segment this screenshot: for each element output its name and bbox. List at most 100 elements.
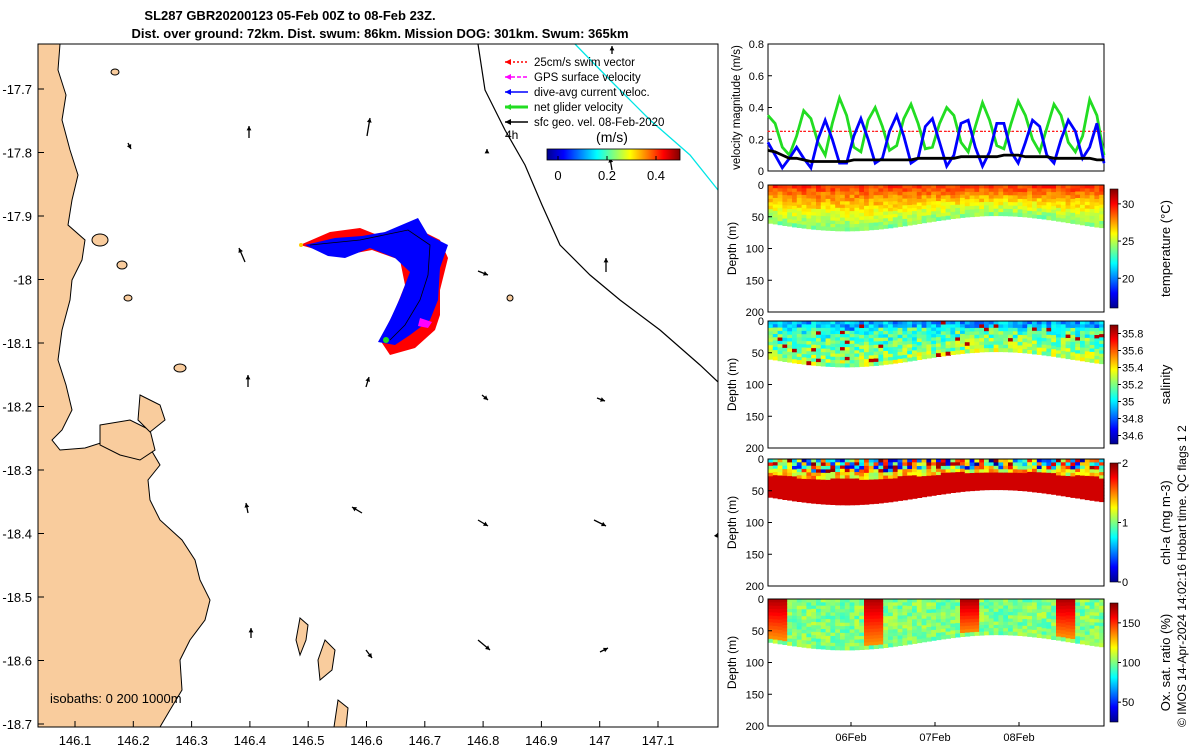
heatmap-cell — [835, 217, 841, 222]
heatmap-cell — [849, 363, 855, 368]
heatmap-cell — [964, 625, 971, 630]
heatmap-colorbar-tick-label: 50 — [1122, 697, 1134, 709]
heatmap-cell — [897, 642, 903, 646]
heatmap-cell — [787, 324, 793, 329]
heatmap-cell — [1075, 185, 1081, 189]
heatmap-cell — [964, 462, 971, 467]
heatmap-cell — [1056, 343, 1062, 348]
heatmap-cell — [849, 602, 855, 607]
heatmap-cell — [897, 479, 903, 484]
heatmap-cell — [1094, 355, 1100, 360]
heatmap-cell — [1036, 599, 1043, 604]
heatmap-cell — [772, 636, 779, 641]
heatmap-cell — [892, 204, 899, 209]
map-x-tick-label: 147 — [589, 733, 611, 748]
heatmap-cell — [782, 337, 788, 342]
heatmap-cell — [940, 334, 947, 339]
heatmap-cell — [796, 626, 803, 631]
heatmap-cell — [955, 334, 961, 338]
heatmap-cell — [912, 350, 918, 355]
heatmap-cell — [854, 204, 860, 209]
heatmap-cell — [1089, 358, 1095, 363]
heatmap-cell — [940, 479, 947, 484]
heatmap-cell — [792, 223, 798, 228]
heatmap-cell — [960, 337, 966, 341]
heatmap-cell — [1056, 599, 1062, 603]
velocity-point — [831, 130, 833, 132]
heatmap-cell — [854, 481, 860, 486]
heatmap-cell — [1084, 492, 1091, 497]
heatmap-cell — [820, 324, 827, 329]
heatmap-cell — [1065, 621, 1071, 626]
heatmap-cell — [816, 334, 822, 339]
heatmap-cell — [772, 619, 779, 624]
heatmap-cell — [988, 615, 995, 619]
heatmap-cell — [811, 605, 817, 610]
heatmap-cell — [1080, 221, 1086, 226]
heatmap-cell — [1046, 334, 1052, 339]
velocity-point — [917, 130, 919, 132]
map-y-tick-label: -18.5 — [2, 590, 32, 605]
heatmap-cell — [907, 599, 913, 604]
heatmap-cell — [912, 626, 918, 631]
heatmap-cell — [936, 478, 942, 483]
heatmap-cell — [772, 321, 779, 325]
heatmap-cell — [888, 353, 894, 358]
heatmap-cell — [864, 348, 870, 353]
heatmap-cell — [1041, 188, 1047, 193]
legend-arrowhead — [505, 119, 511, 125]
heatmap-cell — [835, 347, 841, 351]
heatmap-cell — [830, 321, 836, 325]
velocity-point — [817, 138, 819, 140]
heatmap-cell — [1065, 219, 1071, 224]
map-x-tick-label: 146.8 — [467, 733, 500, 748]
heatmap-cell — [916, 355, 923, 360]
heatmap-cell — [912, 188, 918, 193]
heatmap-cell — [907, 337, 913, 342]
heatmap-cell — [811, 621, 817, 626]
heatmap-colorbar-tick-label: 34.8 — [1122, 414, 1143, 426]
heatmap-cell — [835, 334, 841, 338]
heatmap-cell — [1089, 622, 1095, 626]
heatmap-cell — [897, 615, 903, 620]
heatmap-cell — [926, 215, 932, 220]
heatmap-cell — [777, 214, 783, 219]
heatmap-cell — [1056, 334, 1062, 338]
heatmap-cell — [864, 635, 870, 640]
heatmap-cell — [825, 348, 831, 353]
heatmap-cell — [830, 605, 836, 610]
heatmap-cell — [1003, 341, 1009, 346]
heatmap-cell — [897, 191, 903, 196]
heatmap-cell — [907, 208, 913, 213]
heatmap-cell — [1041, 212, 1047, 217]
heatmap-cell — [825, 188, 831, 193]
heatmap-cell — [825, 497, 831, 502]
heatmap-cell — [936, 632, 942, 637]
heatmap-cell — [864, 226, 870, 231]
heatmap-cell — [964, 612, 971, 617]
heatmap-cell — [1027, 629, 1033, 634]
heatmap-cell — [777, 204, 783, 209]
heatmap-cell — [772, 626, 779, 630]
heatmap-cell — [825, 462, 831, 467]
heatmap-cell — [1008, 188, 1014, 193]
heatmap-cell — [825, 223, 831, 228]
heatmap-cell — [1075, 485, 1081, 489]
heatmap-cell — [796, 465, 803, 470]
heatmap-cell — [816, 331, 822, 336]
heatmap-cell — [1075, 475, 1081, 479]
heatmap-cell — [1012, 348, 1019, 353]
heatmap-cell — [998, 475, 1004, 480]
heatmap-cell — [1099, 347, 1105, 352]
heatmap-cell — [916, 185, 923, 190]
heatmap-cell — [1065, 465, 1071, 470]
heatmap-cell — [820, 472, 827, 477]
heatmap-cell — [816, 459, 822, 463]
heatmap-cell — [1075, 491, 1081, 496]
heatmap-cell — [950, 351, 956, 355]
heatmap-cell — [1099, 633, 1105, 637]
heatmap-cell — [1084, 612, 1091, 616]
heatmap-cell — [912, 194, 918, 199]
heatmap-cell — [787, 185, 793, 189]
heatmap-y-tick-label: 100 — [746, 244, 764, 256]
